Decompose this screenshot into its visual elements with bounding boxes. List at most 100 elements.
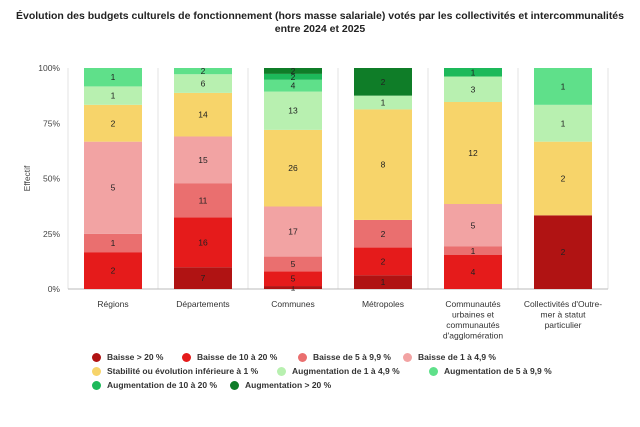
bar-segment (264, 91, 322, 130)
legend-item: Baisse > 20 % (92, 352, 163, 362)
data-label: 5 (291, 259, 296, 269)
legend-item: Augmentation de 5 à 9,9 % (429, 366, 552, 376)
legend-label: Baisse de 10 à 20 % (197, 352, 278, 362)
bar-segment (174, 74, 232, 93)
bar-segment (264, 271, 322, 287)
bar-segment (84, 68, 142, 87)
data-label: 5 (471, 220, 476, 230)
legend-label: Stabilité ou évolution inférieure à 1 % (107, 366, 259, 376)
bar-segment (354, 247, 412, 276)
chart-title-line-1: Évolution des budgets culturels de fonct… (15, 10, 624, 22)
data-label: 2 (381, 229, 386, 239)
data-label: 2 (561, 174, 566, 184)
legend-swatch (92, 380, 101, 390)
bar-segment (264, 286, 322, 289)
data-label: 7 (201, 273, 206, 283)
legend-row-1: Baisse > 20 % Baisse de 10 à 20 % Baisse… (92, 352, 562, 366)
chart-title: Évolution des budgets culturels de fonct… (0, 10, 640, 36)
data-label: 11 (199, 195, 208, 205)
legend-item: Stabilité ou évolution inférieure à 1 % (92, 366, 258, 376)
bar-segment (174, 92, 232, 137)
x-tick-label: particulier (545, 320, 582, 330)
data-label: 5 (111, 183, 116, 193)
legend-label: Baisse de 5 à 9,9 % (313, 352, 391, 362)
bar-segment (444, 204, 502, 247)
x-tick-label: mer à statut (541, 310, 587, 320)
data-label: 4 (291, 81, 296, 91)
x-tick-label: Collectivités d'Outre- (524, 299, 602, 309)
bar-segment (264, 129, 322, 207)
bar-segment (84, 104, 142, 142)
data-label: 6 (201, 79, 206, 89)
data-label: 12 (468, 148, 478, 158)
data-label: 5 (291, 274, 296, 284)
y-tick-label: 50% (43, 174, 60, 184)
data-label: 2 (381, 77, 386, 87)
bar-segment (444, 246, 502, 255)
y-tick-label: 75% (43, 118, 60, 128)
legend-swatch (429, 366, 438, 376)
legend-swatch (298, 352, 307, 362)
bar-segment (264, 256, 322, 272)
data-label: 1 (561, 81, 566, 91)
legend-item: Augmentation de 10 à 20 % (92, 380, 217, 390)
legend-label: Augmentation de 1 à 4,9 % (292, 366, 400, 376)
legend-item: Augmentation de 1 à 4,9 % (277, 366, 400, 376)
bar-segment (264, 206, 322, 257)
data-label: 1 (111, 72, 116, 82)
legend-item: Augmentation > 20 % (230, 380, 331, 390)
bar-segment (264, 79, 322, 92)
y-axis-title: Effectif (22, 165, 32, 191)
legend-swatch (230, 380, 239, 390)
legend-item: Baisse de 5 à 9,9 % (298, 352, 391, 362)
data-label: 1 (111, 91, 116, 101)
x-tick-label: Communautés (445, 299, 500, 309)
legend-item: Baisse de 1 à 4,9 % (403, 352, 496, 362)
x-tick-label: Régions (97, 299, 128, 309)
data-label: 2 (111, 118, 116, 128)
x-tick-label: communautés (446, 320, 499, 330)
data-label: 2 (381, 256, 386, 266)
chart-title-line-2: entre 2024 et 2025 (274, 23, 366, 35)
bar-segment (534, 68, 592, 105)
bar-segment (354, 109, 412, 220)
x-tick-label: urbaines et (452, 310, 495, 320)
bar-segment (264, 68, 322, 74)
bar-segment (174, 217, 232, 268)
bar-segment (84, 86, 142, 105)
bar-segment (84, 233, 142, 253)
bar-segment (534, 104, 592, 142)
chart-legend: Baisse > 20 % Baisse de 10 à 20 % Baisse… (92, 352, 562, 394)
legend-item: Baisse de 10 à 20 % (182, 352, 277, 362)
data-label: 1 (561, 118, 566, 128)
bar-segment (264, 73, 322, 80)
legend-row-2: Stabilité ou évolution inférieure à 1 % … (92, 366, 562, 380)
bar-segment (354, 95, 412, 110)
y-tick-label: 0% (48, 284, 61, 294)
x-tick-label: Métropoles (362, 299, 404, 309)
bar-segment (84, 252, 142, 289)
bar-segment (174, 136, 232, 184)
x-tick-label: d'agglomération (443, 331, 503, 341)
bar-segment (84, 141, 142, 234)
data-label: 2 (561, 247, 566, 257)
legend-row-3: Augmentation de 10 à 20 % Augmentation >… (92, 380, 562, 394)
y-tick-label: 25% (43, 229, 60, 239)
data-label: 1 (291, 283, 296, 293)
legend-swatch (182, 352, 191, 362)
bar-segment (174, 267, 232, 289)
data-label: 1 (471, 67, 476, 77)
x-tick-label: Départements (176, 299, 229, 309)
data-label: 3 (471, 84, 476, 94)
legend-swatch (403, 352, 412, 362)
bar-segment (534, 141, 592, 216)
data-label: 17 (288, 227, 298, 237)
bar-segment (444, 255, 502, 289)
legend-swatch (277, 366, 286, 376)
legend-label: Augmentation de 5 à 9,9 % (444, 366, 552, 376)
legend-swatch (92, 352, 101, 362)
data-label: 1 (111, 238, 116, 248)
data-label: 26 (288, 163, 298, 173)
legend-label: Baisse de 1 à 4,9 % (418, 352, 496, 362)
